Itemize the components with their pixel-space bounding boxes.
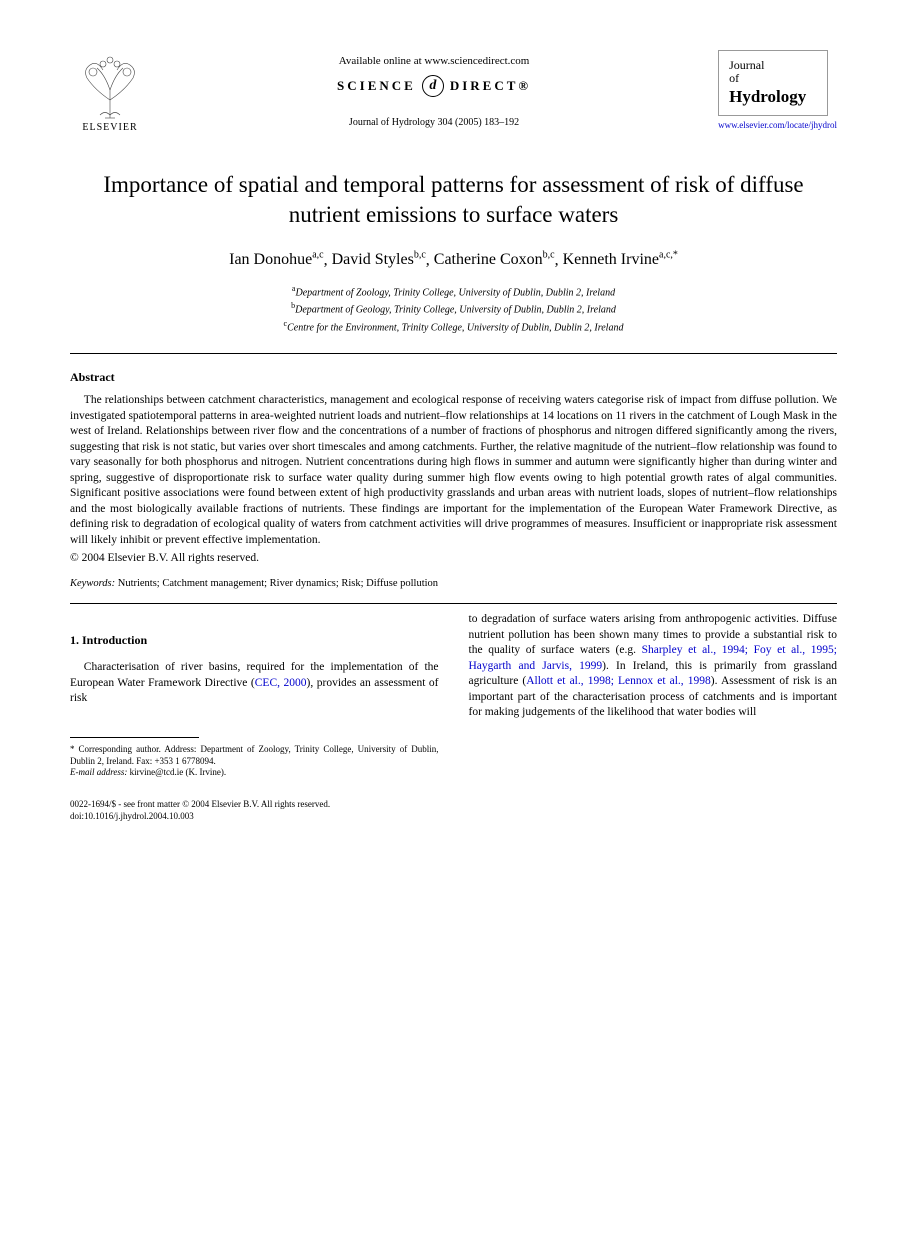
abstract-text: The relationships between catchment char… (70, 393, 837, 548)
journal-cover-box: Journal of Hydrology (718, 50, 828, 116)
elsevier-tree-icon (75, 50, 145, 120)
journal-url-link[interactable]: www.elsevier.com/locate/jhydrol (718, 120, 837, 130)
footer-issn: 0022-1694/$ - see front matter © 2004 El… (70, 799, 837, 809)
email-footnote: E-mail address: kirvine@tcd.ie (K. Irvin… (70, 767, 439, 779)
keywords: Keywords: Nutrients; Catchment managemen… (70, 578, 837, 589)
article-title: Importance of spatial and temporal patte… (70, 170, 837, 230)
keywords-text: Nutrients; Catchment management; River d… (115, 578, 438, 589)
rule-top (70, 353, 837, 354)
footer-doi: doi:10.1016/j.jhydrol.2004.10.003 (70, 811, 837, 821)
affiliation-c: cCentre for the Environment, Trinity Col… (70, 318, 837, 335)
journal-of-line2: of (729, 72, 817, 85)
intro-para-1-cont: to degradation of surface waters arising… (469, 612, 838, 721)
intro-para-1: Characterisation of river basins, requir… (70, 660, 439, 707)
journal-of-line1: Journal (729, 59, 817, 72)
ref-allott-lennox[interactable]: Allott et al., 1998; Lennox et al., 1998 (526, 675, 711, 687)
email-label: E-mail address: (70, 767, 127, 777)
corresponding-author-footnote: * Corresponding author. Address: Departm… (70, 744, 439, 767)
ref-cec-2000[interactable]: CEC, 2000 (255, 677, 307, 689)
sciencedirect-icon: d (422, 75, 444, 97)
center-header: Available online at www.sciencedirect.co… (150, 50, 718, 128)
affiliation-b: bDepartment of Geology, Trinity College,… (70, 300, 837, 317)
email-address: kirvine@tcd.ie (K. Irvine). (127, 767, 226, 777)
journal-name: Hydrology (729, 87, 817, 107)
abstract-heading: Abstract (70, 370, 837, 385)
science-label-left: SCIENCE (337, 78, 416, 94)
journal-box-wrap: Journal of Hydrology www.elsevier.com/lo… (718, 50, 837, 130)
rule-bottom (70, 603, 837, 604)
author-3: Catherine Coxonb,c (434, 251, 555, 268)
author-4: Kenneth Irvinea,c,* (563, 251, 678, 268)
keywords-label: Keywords: (70, 578, 115, 589)
column-left: 1. Introduction Characterisation of rive… (70, 612, 439, 779)
abstract-copyright: © 2004 Elsevier B.V. All rights reserved… (70, 552, 837, 564)
elsevier-logo: ELSEVIER (70, 50, 150, 140)
column-right: to degradation of surface waters arising… (469, 612, 838, 779)
sciencedirect-logo: SCIENCE d DIRECT® (337, 75, 531, 97)
affiliation-a: aDepartment of Zoology, Trinity College,… (70, 283, 837, 300)
footnote-rule (70, 737, 199, 738)
body-columns: 1. Introduction Characterisation of rive… (70, 612, 837, 779)
author-1: Ian Donohuea,c (229, 251, 323, 268)
citation-line: Journal of Hydrology 304 (2005) 183–192 (150, 117, 718, 128)
affiliations: aDepartment of Zoology, Trinity College,… (70, 283, 837, 335)
science-label-right: DIRECT® (450, 78, 531, 94)
author-list: Ian Donohuea,c, David Stylesb,c, Catheri… (70, 250, 837, 269)
available-online-text: Available online at www.sciencedirect.co… (150, 55, 718, 67)
author-2: David Stylesb,c (332, 251, 426, 268)
section-1-heading: 1. Introduction (70, 632, 439, 648)
elsevier-label: ELSEVIER (82, 122, 137, 133)
page-header: ELSEVIER Available online at www.science… (70, 50, 837, 140)
